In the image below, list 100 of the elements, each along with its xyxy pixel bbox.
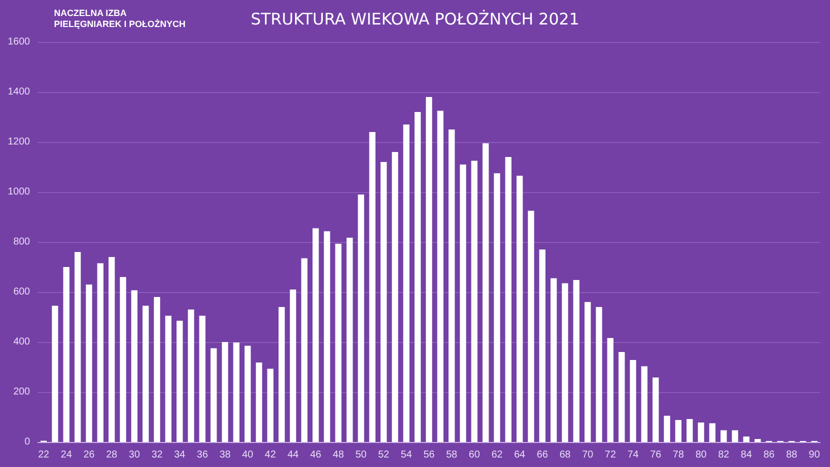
- bar: [754, 439, 761, 442]
- x-tick-label: 32: [151, 450, 163, 460]
- bar: [471, 160, 478, 442]
- x-tick-label: 28: [106, 450, 118, 460]
- x-tick-label: 34: [174, 450, 186, 460]
- x-tick-label: 48: [332, 450, 344, 460]
- bar: [539, 250, 546, 442]
- bar: [380, 162, 387, 442]
- bar: [165, 316, 172, 442]
- bar: [244, 346, 251, 442]
- bar: [584, 302, 591, 442]
- bar: [210, 348, 217, 442]
- bar: [324, 231, 330, 442]
- y-tick-label: 200: [13, 386, 30, 398]
- x-tick-label: 38: [219, 450, 231, 460]
- bar: [301, 258, 308, 442]
- y-tick-label: 1200: [8, 136, 30, 148]
- x-tick-label: 78: [672, 450, 684, 460]
- bar: [131, 290, 138, 442]
- bar: [494, 173, 500, 442]
- bar: [641, 366, 648, 442]
- y-tick-label: 1000: [8, 186, 30, 198]
- x-tick-label: 76: [650, 450, 662, 460]
- x-tick-label: 22: [38, 450, 50, 460]
- bar: [652, 378, 659, 442]
- chart-title: STRUKTURA WIEKOWA POŁOŻNYCH 2021: [250, 10, 580, 28]
- bar: [528, 210, 534, 442]
- bar: [505, 157, 512, 442]
- bar: [278, 307, 285, 442]
- bar: [256, 362, 262, 442]
- bar: [482, 143, 489, 442]
- x-tick-label: 64: [514, 450, 526, 460]
- x-tick-label: 72: [604, 450, 616, 460]
- bar: [675, 420, 682, 442]
- bar: [108, 257, 115, 442]
- bar: [97, 263, 104, 442]
- x-tick-label: 56: [423, 450, 435, 460]
- bar: [732, 430, 738, 442]
- bar: [743, 436, 750, 442]
- x-tick-label: 68: [559, 450, 571, 460]
- bar: [414, 112, 421, 442]
- bar: [312, 228, 319, 442]
- x-tick-label: 80: [695, 450, 707, 460]
- x-tick-label: 52: [378, 450, 390, 460]
- x-tick-label: 84: [740, 450, 752, 460]
- bar: [358, 194, 364, 442]
- bar: [437, 110, 444, 442]
- x-tick-label: 24: [60, 450, 72, 460]
- y-tick-label: 0: [24, 436, 30, 448]
- y-tick-label: 400: [13, 336, 30, 348]
- bar: [664, 416, 670, 442]
- y-tick-label: 1600: [8, 36, 30, 48]
- x-tick-label: 42: [264, 450, 276, 460]
- bar: [335, 244, 342, 442]
- x-tick-label: 50: [355, 450, 367, 460]
- y-tick-label: 800: [13, 236, 30, 248]
- x-tick-label: 62: [491, 450, 503, 460]
- bar: [698, 422, 704, 442]
- bar: [154, 297, 160, 442]
- x-tick-label: 54: [400, 450, 412, 460]
- y-tick-label: 1400: [8, 86, 30, 98]
- bar: [607, 338, 614, 442]
- bar: [346, 238, 353, 442]
- x-tick-label: 70: [582, 450, 594, 460]
- y-tick-label: 600: [13, 286, 30, 298]
- bar: [630, 360, 636, 442]
- bar: [426, 97, 432, 442]
- x-tick-label: 82: [718, 450, 730, 460]
- bar: [516, 176, 523, 442]
- bar: [403, 124, 410, 442]
- bar: [267, 368, 274, 442]
- bar: [573, 280, 580, 442]
- bar: [618, 352, 625, 442]
- bar: [596, 307, 602, 442]
- bar: [720, 430, 727, 442]
- bar: [686, 419, 693, 442]
- bar: [142, 306, 149, 442]
- bar: [290, 290, 296, 442]
- bar: [74, 252, 81, 442]
- text: NACZELNA IZBA PIELĘGNIAREK I POŁOŻNYCH: [54, 8, 186, 30]
- bar: [550, 278, 557, 442]
- bar: [369, 132, 376, 442]
- x-tick-label: 46: [310, 450, 322, 460]
- x-tick-label: 44: [287, 450, 299, 460]
- x-tick-label: 88: [786, 450, 798, 460]
- bar: [63, 267, 70, 442]
- bar: [709, 423, 716, 442]
- x-tick-label: 40: [242, 450, 254, 460]
- bar: [392, 152, 398, 442]
- x-tick-label: 60: [468, 450, 480, 460]
- bar: [176, 320, 183, 442]
- bar: [199, 316, 206, 442]
- bar: [233, 342, 240, 442]
- bar: [562, 283, 568, 442]
- x-tick-label: 74: [627, 450, 639, 460]
- x-tick-label: 58: [446, 450, 458, 460]
- bar: [120, 277, 126, 442]
- x-tick-label: 36: [196, 450, 208, 460]
- bar: [52, 306, 58, 442]
- bar: [188, 310, 194, 442]
